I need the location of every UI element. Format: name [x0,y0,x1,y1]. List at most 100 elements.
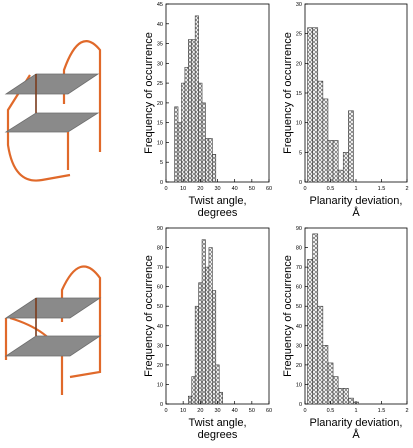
twist-angle-top-bar [177,122,182,183]
planarity-bottom-ylabel: Frequency of occurrence [282,255,294,377]
twist-angle-bottom-xlabel-line: Twist angle, [188,417,246,429]
planarity-top-ytick-label: 25 [296,32,302,38]
planarity-bottom-ytick-label: 70 [296,265,302,271]
twist-angle-bottom-bar [194,305,199,405]
planarity-top-bar [342,152,349,183]
twist-angle-top-xtick-label: 60 [266,186,272,192]
planarity-bottom-bar [327,362,334,405]
twist-angle-top-bar [198,82,203,183]
twist-angle-bottom-ytick-label: 80 [157,246,163,252]
planarity-bottom-bar [348,397,354,405]
twist-angle-top-xlabel-line: Twist angle, [188,195,246,207]
planarity-top-ytick-label: 0 [299,180,302,186]
twist-angle-bottom-bar [201,239,206,405]
strand-loop-top-right [62,40,102,152]
twist-angle-bottom-ytick-label: 30 [157,343,163,349]
twist-angle-bottom-xtick-label: 0 [164,408,167,414]
twist-angle-top-xtick-label: 30 [214,186,220,192]
twist-angle-bottom-ylabel: Frequency of occurrence [143,255,155,377]
planarity-top-bar [312,27,319,183]
twist-angle-bottom-xtick-label: 60 [266,408,272,414]
planarity-top-ytick-label: 20 [296,61,302,67]
twist-angle-bottom-bar [191,376,196,405]
planarity-top-xtick-label: 2 [405,186,408,192]
planarity-bottom-bar [312,233,319,405]
twist-angle-bottom-xtick-label: 30 [214,408,220,414]
twist-angle-bottom-xlabel-line: degrees [198,429,238,441]
planarity-bottom-ytick-label: 30 [296,343,302,349]
planarity-top-ytick-label: 15 [296,91,302,97]
twist-angle-top-xtick-label: 10 [180,186,186,192]
planarity-top-bar [307,27,313,183]
twist-angle-top-xlabel: Twist angle, degrees [188,195,246,219]
twist-angle-top-xtick-label: 0 [164,186,167,192]
twist-angle-bottom-xlabel: Twist angle, degrees [188,417,246,441]
planarity-bottom-bar [337,388,344,405]
planarity-top-bar [337,169,344,183]
planarity-bottom-xlabel-line: Planarity deviation, [310,417,403,429]
planarity-top-xtick-label: 0.5 [327,186,335,192]
planarity-top-bar [348,110,354,183]
planarity-bottom-ytick-label: 20 [296,363,302,369]
twist-angle-bottom-xtick-label: 20 [197,408,203,414]
twist-angle-bottom-ytick-label: 50 [157,304,163,310]
planarity-bottom-xtick-label: 2 [405,408,408,414]
twist-angle-top-xtick-label: 50 [249,186,255,192]
planarity-bottom-ytick-label: 90 [296,226,302,232]
twist-angle-top-bar [174,106,179,183]
planarity-top-xlabel: Planarity deviation, Å [310,195,403,219]
twist-angle-bottom-ytick-label: 40 [157,324,163,330]
planarity-bottom-xtick-label: 1.5 [378,408,386,414]
planarity-bottom-bar [317,305,324,405]
planarity-bottom-ytick-label: 10 [296,382,302,388]
planarity-top-bar [317,80,324,183]
planarity-bottom-ytick-label: 50 [296,304,302,310]
planarity-top-ytick-label: 10 [296,121,302,127]
twist-angle-bottom-xtick-label: 50 [249,408,255,414]
planarity-top-xtick-label: 1 [354,186,357,192]
twist-angle-top-bar [181,82,186,183]
twist-angle-top-bar [205,138,210,183]
twist-angle-top-ytick-label: 15 [157,121,163,127]
twist-angle-top-ytick-label: 5 [160,160,163,166]
twist-angle-top-ytick-label: 40 [157,22,163,28]
twist-angle-bottom-ytick-label: 70 [157,265,163,271]
planarity-bottom-bar [342,388,349,405]
twist-angle-top-bar [184,66,189,183]
planarity-bottom-xtick-label: 1 [354,408,357,414]
planarity-bottom-bar [322,345,329,405]
twist-angle-top-xlabel-line: degrees [198,207,238,219]
strand-loop-left [6,74,71,182]
planarity-top-bar [332,140,339,183]
base-plane-lower [4,335,102,357]
twist-angle-top-xtick-label: 40 [232,186,238,192]
planarity-top-xlabel-line: Planarity deviation, [310,195,403,207]
twist-angle-top-xtick-label: 20 [197,186,203,192]
planarity-bottom-xtick-label: 0.5 [327,408,335,414]
twist-angle-bottom-bar [188,395,193,405]
quadruplex-bottom-illustration [4,265,102,395]
planarity-bottom-xlabel-line: Å [352,428,360,441]
twist-angle-bottom-ytick-label: 20 [157,363,163,369]
planarity-bottom-ytick-label: 80 [296,246,302,252]
twist-angle-top-bar [191,39,196,183]
base-plane-upper [4,73,100,95]
twist-angle-bottom-xtick-label: 10 [180,408,186,414]
base-plane-upper [4,297,102,319]
twist-angle-top-bar [188,39,193,183]
twist-angle-top-bar [208,138,213,183]
twist-angle-top-ytick-label: 10 [157,140,163,146]
twist-angle-bottom-ytick-label: 60 [157,285,163,291]
planarity-top-xlabel-line: Å [352,206,360,219]
twist-angle-top-ytick-label: 30 [157,61,163,67]
planarity-bottom-xtick-label: 0 [303,408,306,414]
planarity-bottom-ytick-label: 60 [296,285,302,291]
twist-angle-bottom-xtick-label: 40 [232,408,238,414]
planarity-bottom-ytick-label: 40 [296,324,302,330]
planarity-top-xtick-label: 1.5 [378,186,386,192]
planarity-top-ylabel: Frequency of occurrence [282,32,294,154]
twist-angle-bottom-ytick-label: 10 [157,382,163,388]
